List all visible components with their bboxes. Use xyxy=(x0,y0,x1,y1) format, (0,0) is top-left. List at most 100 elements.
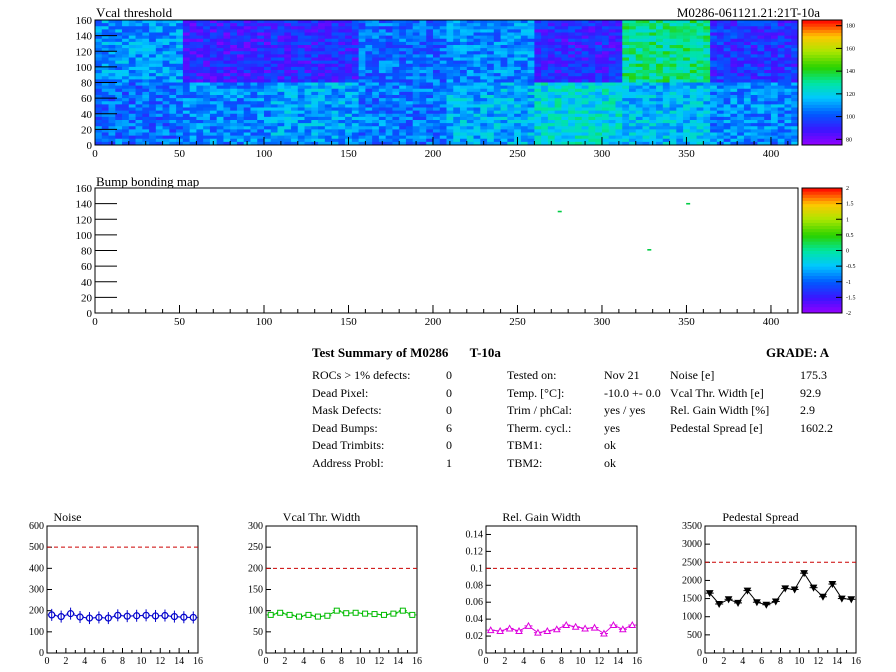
heatmap-cell xyxy=(554,110,562,115)
heatmap-cell xyxy=(683,29,691,33)
heatmap-cell xyxy=(155,101,163,105)
heatmap-cell xyxy=(412,20,420,24)
heatmap-cell xyxy=(588,141,596,146)
heatmap-cell xyxy=(311,88,319,93)
heatmap-cell xyxy=(723,85,731,90)
heatmap-cell xyxy=(426,113,434,118)
heatmap-cell xyxy=(723,26,731,30)
heatmap-cell xyxy=(338,20,346,24)
heatmap-cell xyxy=(95,129,103,133)
heatmap-cell xyxy=(399,45,407,49)
heatmap-cell xyxy=(304,35,312,40)
heatmap-cell xyxy=(412,45,420,49)
heatmap-cell xyxy=(473,107,481,111)
heatmap-cell xyxy=(439,60,447,65)
heatmap-cell xyxy=(561,91,569,96)
heatmap-cell xyxy=(385,20,393,24)
heatmap-cell xyxy=(236,82,245,86)
heatmap-cell xyxy=(365,138,373,143)
heatmap-cell xyxy=(676,135,684,140)
graph-xtick-label: 6 xyxy=(759,656,764,667)
heatmap-cell xyxy=(460,54,468,58)
heatmap-cell xyxy=(635,63,643,68)
heatmap-cell xyxy=(277,57,285,61)
heatmap-cell xyxy=(487,38,495,43)
heatmap-cell xyxy=(649,85,657,90)
heatmap-cell xyxy=(189,123,197,127)
heatmap-cell xyxy=(432,120,441,124)
heatmap-cell xyxy=(311,57,319,61)
heatmap-cell xyxy=(770,141,779,146)
graph-ytick-label: 500 xyxy=(29,542,44,553)
heatmap-cell xyxy=(236,104,245,108)
heatmap-cell xyxy=(196,48,204,52)
heatmap-cell xyxy=(419,113,427,118)
heatmap-cell xyxy=(243,95,251,99)
heatmap-cell xyxy=(236,23,245,27)
graph-xtick-label: 6 xyxy=(101,656,106,667)
heatmap-cell xyxy=(649,79,657,83)
heatmap-cell xyxy=(635,98,643,102)
heatmap-cell xyxy=(601,23,610,27)
heatmap-cell xyxy=(770,107,779,111)
heatmap-cell xyxy=(189,66,197,71)
heatmap-cell xyxy=(432,85,441,90)
heatmap-cell xyxy=(419,110,427,115)
heatmap-cell xyxy=(737,98,745,102)
heatmap-cell xyxy=(108,123,116,127)
heatmap-cell xyxy=(703,120,711,124)
heatmap-cell xyxy=(345,116,353,121)
heatmap-cell xyxy=(534,73,542,77)
heatmap-cell xyxy=(487,79,495,83)
heatmap-cell xyxy=(656,70,664,74)
heatmap-cell xyxy=(642,38,650,43)
heatmap-cell xyxy=(757,57,765,61)
heatmap-cell xyxy=(351,57,359,61)
heatmap-cell xyxy=(311,35,319,40)
heatmap-cell xyxy=(230,26,238,30)
heatmap-cell xyxy=(297,132,305,136)
heatmap-cell xyxy=(419,76,427,80)
heatmap-cell xyxy=(142,126,150,130)
heatmap-cell xyxy=(209,60,217,65)
heatmap-cell xyxy=(784,107,792,111)
heatmap-cell xyxy=(514,113,522,118)
heatmap-cell xyxy=(142,135,150,140)
heatmap-cell xyxy=(574,82,582,86)
heatmap-cell xyxy=(446,126,454,130)
bumpmap-palette-cell xyxy=(802,250,842,255)
heatmap-cell xyxy=(480,41,488,46)
heatmap-cell xyxy=(750,120,758,124)
heatmap-cell xyxy=(189,126,197,130)
heatmap-cell xyxy=(750,38,758,43)
heatmap-cell xyxy=(405,29,414,33)
heatmap-cell xyxy=(412,91,420,96)
row-label: Therm. cycl.: xyxy=(507,420,572,435)
heatmap-cell xyxy=(128,23,136,27)
heatmap-cell xyxy=(257,29,265,33)
heatmap-cell xyxy=(284,20,292,24)
heatmap-cell xyxy=(277,88,285,93)
heatmap-cell xyxy=(473,110,481,115)
heatmap-cell xyxy=(385,60,393,65)
heatmap-cell xyxy=(142,35,150,40)
heatmap-cell xyxy=(629,110,637,115)
heatmap-cell xyxy=(243,60,251,65)
heatmap-cell xyxy=(500,98,508,102)
heatmap-cell xyxy=(345,79,353,83)
heatmap-cell xyxy=(358,60,366,65)
heatmap-cell xyxy=(574,88,582,93)
heatmap-cell xyxy=(392,20,400,24)
heatmap-cell xyxy=(480,120,488,124)
heatmap-cell xyxy=(392,82,400,86)
heatmap-cell xyxy=(689,63,697,68)
heatmap-cell xyxy=(507,123,515,127)
heatmap-cell xyxy=(460,98,468,102)
heatmap-cell xyxy=(784,135,792,140)
heatmap-cell xyxy=(243,88,251,93)
heatmap-cell xyxy=(432,132,441,136)
heatmap-cell xyxy=(635,45,643,49)
heatmap-cell xyxy=(149,116,157,121)
heatmap-cell xyxy=(203,51,211,55)
heatmap-cell xyxy=(405,82,414,86)
